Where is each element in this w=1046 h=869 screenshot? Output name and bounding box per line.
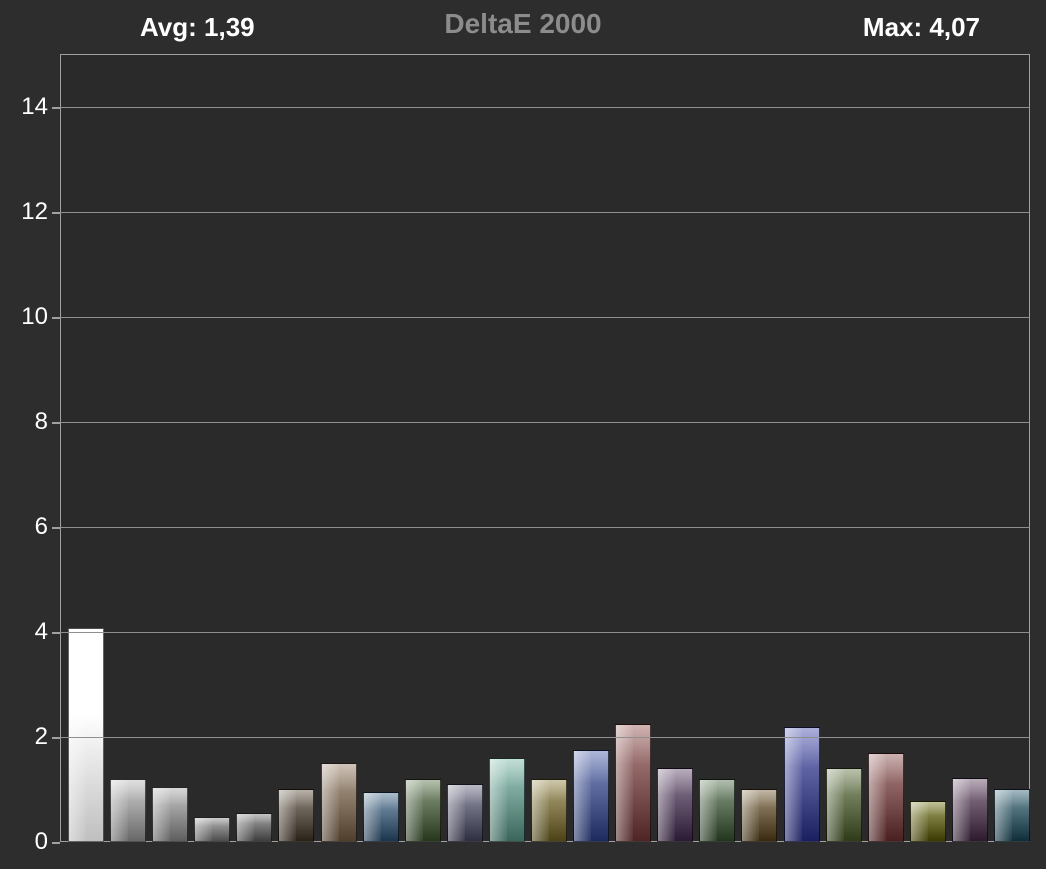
gridline [60, 737, 1030, 738]
ytick-mark [52, 317, 60, 319]
ytick-label: 4 [0, 618, 48, 646]
gridline [60, 212, 1030, 213]
ytick-label: 2 [0, 723, 48, 751]
gridline [60, 632, 1030, 633]
bar [321, 763, 357, 842]
bar [657, 768, 693, 842]
ytick-mark [52, 107, 60, 109]
ytick-label: 0 [0, 828, 48, 856]
bar [868, 753, 904, 842]
bar [994, 789, 1030, 842]
bar [910, 801, 946, 842]
ytick-label: 6 [0, 513, 48, 541]
bar [110, 779, 146, 842]
bar [826, 768, 862, 842]
ytick-mark [52, 422, 60, 424]
bar [784, 727, 820, 842]
ytick-mark [52, 527, 60, 529]
bar [531, 779, 567, 842]
ytick-label: 8 [0, 408, 48, 436]
bar [363, 792, 399, 842]
deltae-chart: 02468101214 Avg: 1,39 DeltaE 2000 Max: 4… [0, 0, 1046, 869]
bar [615, 724, 651, 842]
bar [194, 817, 230, 842]
gridline [60, 317, 1030, 318]
bar [952, 778, 988, 842]
bars-layer [60, 54, 1030, 842]
bar [573, 750, 609, 842]
ytick-label: 12 [0, 198, 48, 226]
bar [489, 758, 525, 842]
ytick-label: 10 [0, 303, 48, 331]
max-label: Max: 4,07 [863, 12, 980, 43]
ytick-mark [52, 632, 60, 634]
bar [405, 779, 441, 842]
gridline [60, 527, 1030, 528]
gridline [60, 107, 1030, 108]
ytick-mark [52, 737, 60, 739]
ytick-mark [52, 842, 60, 844]
bar [278, 789, 314, 842]
bar [68, 628, 104, 842]
bar [699, 779, 735, 842]
bar [236, 813, 272, 842]
bar [741, 789, 777, 842]
bar [152, 787, 188, 842]
gridline [60, 422, 1030, 423]
ytick-mark [52, 212, 60, 214]
ytick-label: 14 [0, 93, 48, 121]
bar [447, 784, 483, 842]
